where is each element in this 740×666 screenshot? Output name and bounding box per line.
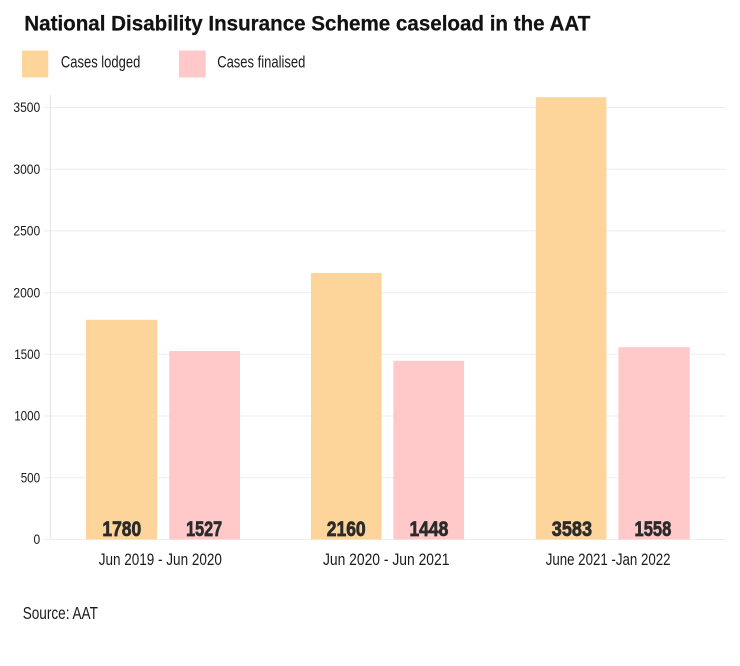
svg-text:500: 500 [21, 470, 41, 485]
svg-text:0: 0 [34, 532, 41, 547]
svg-text:National Disability Insurance: National Disability Insurance Scheme cas… [24, 11, 590, 35]
svg-text:Cases lodged: Cases lodged [61, 53, 140, 72]
svg-text:3500: 3500 [13, 100, 40, 115]
svg-text:3000: 3000 [13, 162, 40, 177]
svg-text:Source: AAT: Source: AAT [23, 603, 99, 623]
svg-text:1527: 1527 [186, 518, 222, 541]
svg-text:2000: 2000 [13, 285, 40, 300]
svg-text:1558: 1558 [635, 518, 672, 541]
svg-text:1000: 1000 [14, 409, 40, 424]
svg-text:1500: 1500 [14, 347, 40, 362]
svg-text:Jun 2019 - Jun 2020: Jun 2019 - Jun 2020 [99, 551, 222, 569]
svg-text:2160: 2160 [327, 518, 366, 541]
svg-text:3583: 3583 [552, 518, 592, 541]
svg-text:Jun 2020 - Jun 2021: Jun 2020 - Jun 2021 [323, 551, 450, 569]
svg-text:2500: 2500 [13, 224, 40, 239]
svg-text:1448: 1448 [409, 518, 448, 541]
svg-text:June 2021 -Jan 2022: June 2021 -Jan 2022 [546, 551, 671, 569]
svg-text:1780: 1780 [102, 518, 141, 541]
svg-text:Cases finalised: Cases finalised [217, 53, 305, 72]
